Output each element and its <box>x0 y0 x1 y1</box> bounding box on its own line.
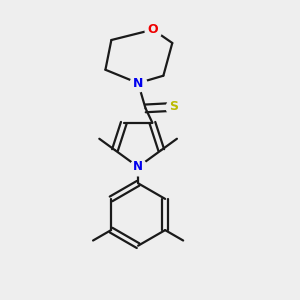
Text: N: N <box>133 160 143 173</box>
Text: O: O <box>148 23 158 36</box>
Text: S: S <box>169 100 178 113</box>
Text: N: N <box>133 76 143 90</box>
